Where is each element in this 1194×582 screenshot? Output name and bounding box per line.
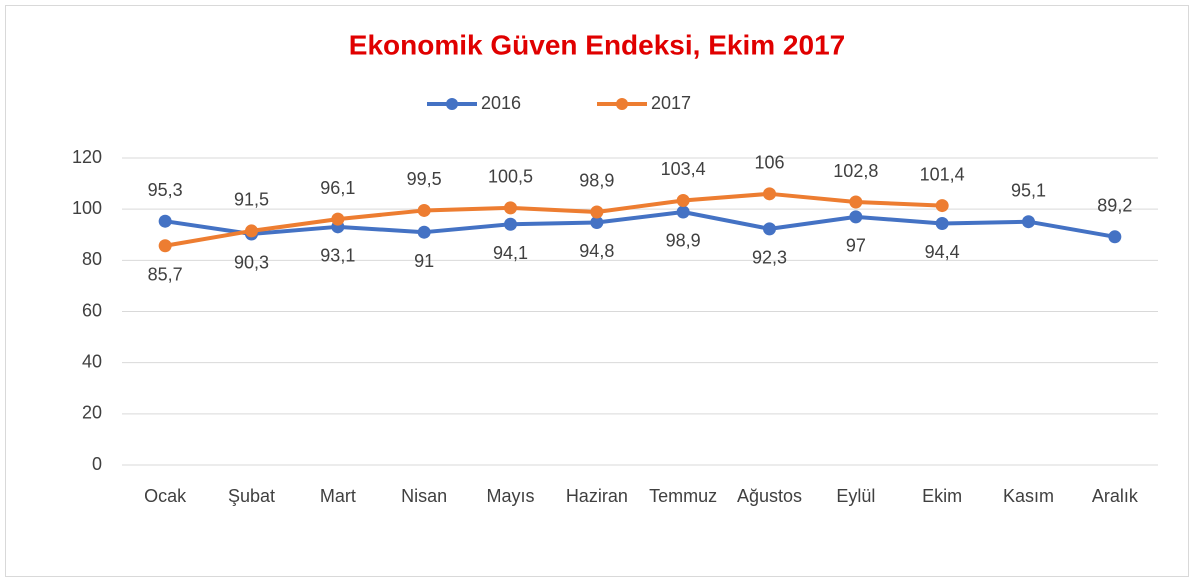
data-label: 100,5 bbox=[488, 167, 533, 187]
data-label: 106 bbox=[754, 153, 784, 173]
data-label: 97 bbox=[846, 236, 866, 256]
data-point bbox=[763, 187, 776, 201]
series-line bbox=[164, 209, 1116, 239]
y-tick-label: 100 bbox=[72, 198, 102, 218]
data-label: 95,1 bbox=[1011, 180, 1046, 200]
data-point bbox=[590, 205, 604, 219]
data-point bbox=[935, 216, 949, 230]
data-label: 95,3 bbox=[148, 180, 183, 200]
data-label: 91 bbox=[414, 251, 434, 271]
legend-label: 2016 bbox=[481, 93, 521, 113]
data-point bbox=[763, 222, 776, 236]
data-label: 94,8 bbox=[579, 241, 614, 261]
x-tick-label: Temmuz bbox=[649, 486, 717, 506]
series-line bbox=[164, 191, 943, 248]
data-point bbox=[331, 212, 345, 226]
data-point bbox=[1108, 230, 1122, 244]
y-tick-label: 80 bbox=[82, 249, 102, 269]
x-tick-label: Ocak bbox=[144, 486, 187, 506]
x-tick-label: Aralık bbox=[1092, 486, 1139, 506]
data-label: 85,7 bbox=[148, 265, 183, 285]
x-tick-label: Ağustos bbox=[737, 486, 802, 506]
data-point bbox=[245, 224, 258, 238]
x-tick-label: Eylül bbox=[836, 486, 875, 506]
x-tick-label: Mayıs bbox=[486, 486, 534, 506]
data-label: 94,4 bbox=[925, 242, 960, 262]
legend-marker bbox=[616, 98, 628, 110]
data-label: 98,9 bbox=[666, 231, 701, 251]
legend-marker bbox=[446, 98, 458, 110]
data-label: 102,8 bbox=[833, 161, 878, 181]
data-point bbox=[158, 239, 172, 253]
data-point bbox=[935, 199, 949, 213]
x-tick-label: Kasım bbox=[1003, 486, 1054, 506]
data-point bbox=[504, 201, 517, 215]
y-tick-label: 0 bbox=[92, 454, 102, 474]
y-tick-label: 60 bbox=[82, 300, 102, 320]
data-point bbox=[590, 215, 604, 229]
data-point bbox=[849, 195, 863, 209]
x-tick-label: Haziran bbox=[566, 486, 628, 506]
data-point bbox=[1022, 215, 1035, 229]
data-label: 89,2 bbox=[1097, 196, 1132, 216]
data-label: 96,1 bbox=[320, 178, 355, 198]
x-tick-label: Mart bbox=[320, 486, 356, 506]
data-label: 91,5 bbox=[234, 190, 269, 210]
data-label: 99,5 bbox=[407, 169, 442, 189]
data-point bbox=[158, 214, 172, 228]
data-label: 98,9 bbox=[579, 171, 614, 191]
data-point bbox=[849, 210, 863, 224]
data-point bbox=[417, 225, 431, 239]
x-tick-label: Şubat bbox=[228, 486, 275, 506]
x-tick-label: Nisan bbox=[401, 486, 447, 506]
y-tick-label: 20 bbox=[82, 403, 102, 423]
y-tick-label: 40 bbox=[82, 351, 102, 371]
data-label: 93,1 bbox=[320, 246, 355, 266]
data-label: 90,3 bbox=[234, 253, 269, 273]
data-point bbox=[676, 193, 690, 207]
data-point bbox=[417, 203, 431, 217]
data-point bbox=[504, 217, 517, 231]
legend-label: 2017 bbox=[651, 93, 691, 113]
data-label: 101,4 bbox=[920, 164, 965, 184]
chart-border bbox=[5, 5, 1189, 577]
data-point bbox=[676, 205, 690, 219]
chart-title: Ekonomik Güven Endeksi, Ekim 2017 bbox=[349, 29, 845, 60]
x-tick-label: Ekim bbox=[922, 486, 962, 506]
data-label: 94,1 bbox=[493, 243, 528, 263]
y-tick-label: 120 bbox=[72, 147, 102, 167]
data-label: 92,3 bbox=[752, 248, 787, 268]
data-label: 103,4 bbox=[661, 159, 706, 179]
